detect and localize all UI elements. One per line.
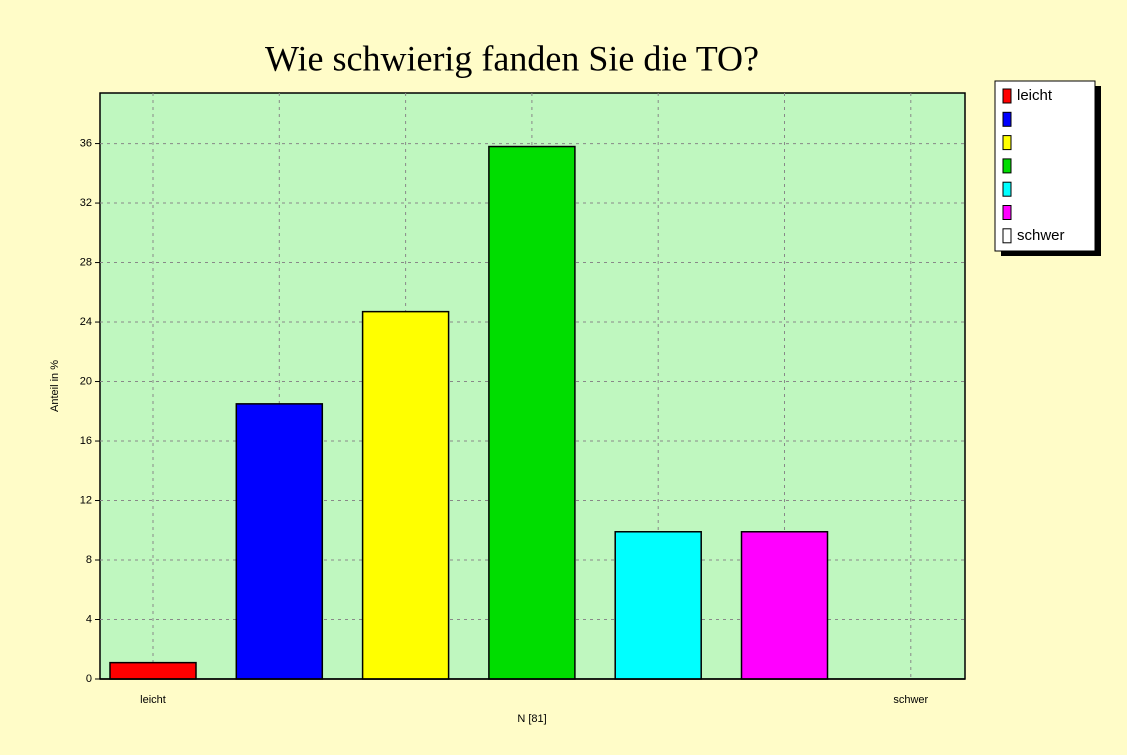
y-tick-label: 4 xyxy=(86,613,92,625)
bar xyxy=(614,531,702,680)
y-axis-label: Anteil in % xyxy=(49,360,61,412)
y-tick-label: 16 xyxy=(80,435,92,447)
y-tick-label: 12 xyxy=(80,494,92,506)
legend-swatch xyxy=(1002,228,1012,244)
legend-swatch xyxy=(1002,88,1012,104)
legend xyxy=(994,80,1096,252)
legend-swatch xyxy=(1002,181,1012,197)
chart-title: Wie schwierig fanden Sie die TO? xyxy=(265,38,759,78)
y-tick-label: 0 xyxy=(86,673,92,685)
x-tick-label: leicht xyxy=(140,694,166,706)
bar xyxy=(109,661,197,680)
bar xyxy=(488,145,576,680)
legend-swatch xyxy=(1002,205,1012,220)
bar xyxy=(361,310,450,680)
y-tick-label: 32 xyxy=(80,197,92,209)
y-tick-label: 28 xyxy=(80,256,92,268)
legend-swatch xyxy=(1002,158,1012,174)
legend-swatch xyxy=(1002,111,1012,127)
bar xyxy=(235,403,324,680)
legend-label: schwer xyxy=(1017,227,1065,244)
legend-swatch xyxy=(1002,135,1012,151)
y-tick-label: 36 xyxy=(80,137,92,149)
y-tick-label: 20 xyxy=(80,375,92,387)
y-tick-label: 8 xyxy=(86,554,92,566)
bar xyxy=(740,531,829,680)
x-axis-label: N [81] xyxy=(517,713,546,725)
x-tick-label: schwer xyxy=(893,694,928,706)
legend-label: leicht xyxy=(1017,87,1053,104)
y-tick-label: 24 xyxy=(80,316,92,328)
